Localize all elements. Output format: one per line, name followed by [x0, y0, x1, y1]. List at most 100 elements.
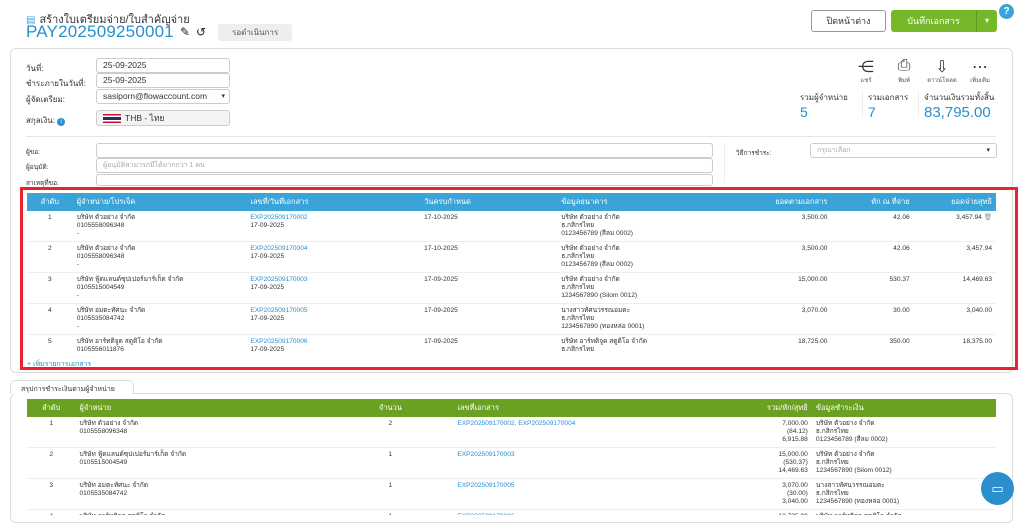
row-number: 4: [27, 303, 73, 335]
document-number-row: PAY202509250001 ✎ ↺ รอดำเนินการ: [26, 22, 293, 42]
column-header: เลขที่/วันที่เอกสาร: [246, 193, 421, 211]
vendor-cell-line: -: [76, 292, 79, 299]
due-date-cell: 17-09-2025: [420, 334, 558, 351]
row-number-line: 4: [48, 307, 52, 314]
amount-cell: 3,070.00: [740, 303, 832, 335]
due-date-cell-line: 17-09-2025: [424, 338, 458, 345]
edit-pencil-icon[interactable]: ✎: [179, 25, 191, 39]
tab-vendor-payment-summary[interactable]: สรุปการชำระเงินตามผู้จำหน่าย: [10, 380, 134, 394]
row-number: 1: [27, 211, 73, 242]
approver-input[interactable]: ผู้อนุมัติสามารถมีได้มากกว่า 1 คน: [96, 158, 713, 173]
vendor-cell-line: บริษัท อาร์ทติจูด สตูดิโอ จำกัด: [79, 513, 323, 515]
requester-input[interactable]: [96, 143, 713, 158]
vendor-cell: บริษัท ฟู้ดแลนด์ซุปเปอร์มาร์เก็ต จำกัด 01…: [72, 272, 247, 304]
download-button[interactable]: ⇩ ดาวน์โหลด: [924, 57, 960, 85]
amount-cell-line: 15,000.00: [798, 276, 828, 283]
documents-cell-line[interactable]: EXP202509170005: [457, 482, 515, 489]
close-window-button[interactable]: ปิดหน้าต่าง: [811, 10, 886, 32]
documents-cell: EXP202509170003: [453, 447, 715, 479]
payment-info-cell: นางสาวทัศนวรรณอมตะ ธ.กสิกรไทย 1234567890 (…: [811, 478, 996, 510]
withholding-cell: 30.00: [831, 303, 914, 335]
document-cell-line[interactable]: EXP202509170006: [250, 338, 308, 345]
pay-date-input[interactable]: 25-09-2025: [96, 73, 230, 88]
document-cell-line[interactable]: EXP202509170005: [250, 307, 308, 314]
count-cell-line: 1: [331, 513, 449, 515]
amount-cell: 3,500.00: [740, 241, 832, 273]
currency-label: สกุลเงิน: i: [26, 114, 66, 127]
more-icon: ⋯: [972, 59, 988, 76]
trash-icon[interactable]: 🗑: [981, 214, 992, 221]
document-cell-line[interactable]: EXP202509170003: [250, 276, 308, 283]
vendor-cell: บริษัท อมตะทัศนะ จำกัด 0105535084742: [75, 478, 328, 510]
totals-cell-line: (30.00): [786, 490, 808, 497]
row-number: 2: [27, 447, 76, 479]
count-cell-line: 1: [388, 482, 393, 489]
net-cell: 3,040.00: [913, 303, 996, 335]
info-icon[interactable]: i: [57, 118, 66, 126]
chat-icon[interactable]: ▭: [981, 472, 1014, 505]
date-input[interactable]: 25-09-2025: [96, 58, 230, 73]
highlight-box: [20, 187, 1018, 370]
bank-cell-line: 1234567890 (Silom 0012): [561, 292, 638, 299]
totals-cell: 18,725.00(350.00): [714, 509, 812, 515]
withholding-cell-line: 350.00: [889, 338, 910, 345]
history-icon[interactable]: ↺: [196, 25, 207, 39]
count-cell-line: 1: [388, 451, 393, 458]
bank-cell-line: 0123456789 (สีลม 0002): [561, 261, 633, 268]
documents-cell-line[interactable]: EXP202509170006: [457, 513, 711, 515]
row-number-line: 1: [48, 214, 52, 221]
document-card: [10, 48, 1013, 373]
reason-input[interactable]: [96, 174, 713, 186]
vendor-cell-line: 0105515004549: [76, 284, 125, 291]
documents-cell-line[interactable]: EXP202509170002, EXP202509170004: [457, 420, 576, 427]
save-document-button[interactable]: บันทึกเอกสาร: [891, 10, 976, 32]
payment-info-cell-line: บริษัท ตัวอย่าง จำกัด: [815, 420, 875, 427]
due-date-cell: 17-10-2025: [420, 211, 558, 242]
payment-info-cell: บริษัท ตัวอย่าง จำกัด ธ.กสิกรไทย 012345678…: [811, 417, 996, 448]
amount-cell-line: 3,500.00: [801, 214, 828, 221]
totals-cell-line: (530.37): [783, 459, 808, 466]
document-cell-line[interactable]: EXP202509170004: [250, 245, 308, 252]
due-date-cell-line: 17-10-2025: [424, 214, 458, 221]
amount-cell-line: 18,725.00: [798, 338, 828, 345]
save-options-chevron-down-icon[interactable]: ▾: [976, 10, 997, 32]
docs-total-label: รวมเอกสาร: [868, 93, 909, 102]
vendor-cell-line: -: [76, 261, 79, 268]
vendors-total-label: รวมผู้จำหน่าย: [800, 93, 848, 102]
grand-total-label: จำนวนเงินรวมทั้งสิ้น: [924, 93, 995, 102]
table-row: 4 บริษัท อาร์ทติจูด สตูดิโอ จำกัด01055560…: [27, 509, 996, 515]
help-icon[interactable]: ?: [999, 4, 1014, 19]
documents-cell: EXP202509170002, EXP202509170004: [453, 417, 715, 448]
add-document-button[interactable]: + เพิ่มรายการเอกสาร: [27, 361, 92, 368]
due-date-cell-line: 17-10-2025: [424, 245, 458, 252]
document-cell-line[interactable]: EXP202509170002: [250, 214, 308, 221]
preparer-label: ผู้จัดเตรียม:: [26, 95, 65, 104]
totals-cell-line: (84.12): [786, 428, 808, 435]
page-heading: ▤ สร้างใบเตรียมจ่าย/ใบสำคัญจ่าย: [26, 14, 190, 26]
withholding-cell-line: 530.37: [889, 276, 910, 283]
row-number: 2: [27, 241, 73, 273]
totals-cell: 7,000.00 (84.12) 6,915.88: [714, 417, 812, 448]
document-cell-line: 17-09-2025: [250, 222, 285, 229]
preparer-select[interactable]: sasiporn@flowaccount.com ▾: [96, 89, 230, 104]
totals-cell-line: 7,000.00: [782, 420, 808, 427]
withholding-cell-line: 42.06: [893, 214, 910, 221]
more-button[interactable]: ⋯ เพิ่มเติม: [962, 57, 998, 85]
share-button[interactable]: ⋲ แชร์: [848, 57, 884, 85]
bank-cell: บริษัท ตัวอย่าง จำกัด ธ.กสิกรไทย 123456789…: [557, 272, 741, 304]
table-row: 4 บริษัท อมตะทัศนะ จำกัด 0105535084742- EXP…: [27, 303, 996, 335]
net-value: 3,040.00: [966, 307, 992, 314]
column-header: หัก ณ ที่จ่าย: [831, 193, 914, 211]
payment-method-label: วิธีการชำระ:: [736, 150, 772, 157]
payment-info-cell-line: นางสาวทัศนวรรณอมตะ: [815, 482, 885, 489]
row-number: 1: [27, 417, 76, 448]
documents-cell-line[interactable]: EXP202509170003: [457, 451, 515, 458]
withholding-cell-line: 42.06: [893, 245, 910, 252]
print-button[interactable]: ⎙ พิมพ์: [886, 57, 922, 85]
payment-method-select[interactable]: กรุณาเลือก ▾: [810, 143, 997, 158]
payment-info-cell-line: บริษัท อาร์ทติจูด สตูดิโอ จำกัด: [816, 513, 992, 515]
column-header: ยอดตามเอกสาร: [740, 193, 832, 211]
payment-info-cell-line: ธ.กสิกรไทย: [815, 490, 849, 497]
due-date-cell: 17-09-2025: [420, 272, 558, 304]
